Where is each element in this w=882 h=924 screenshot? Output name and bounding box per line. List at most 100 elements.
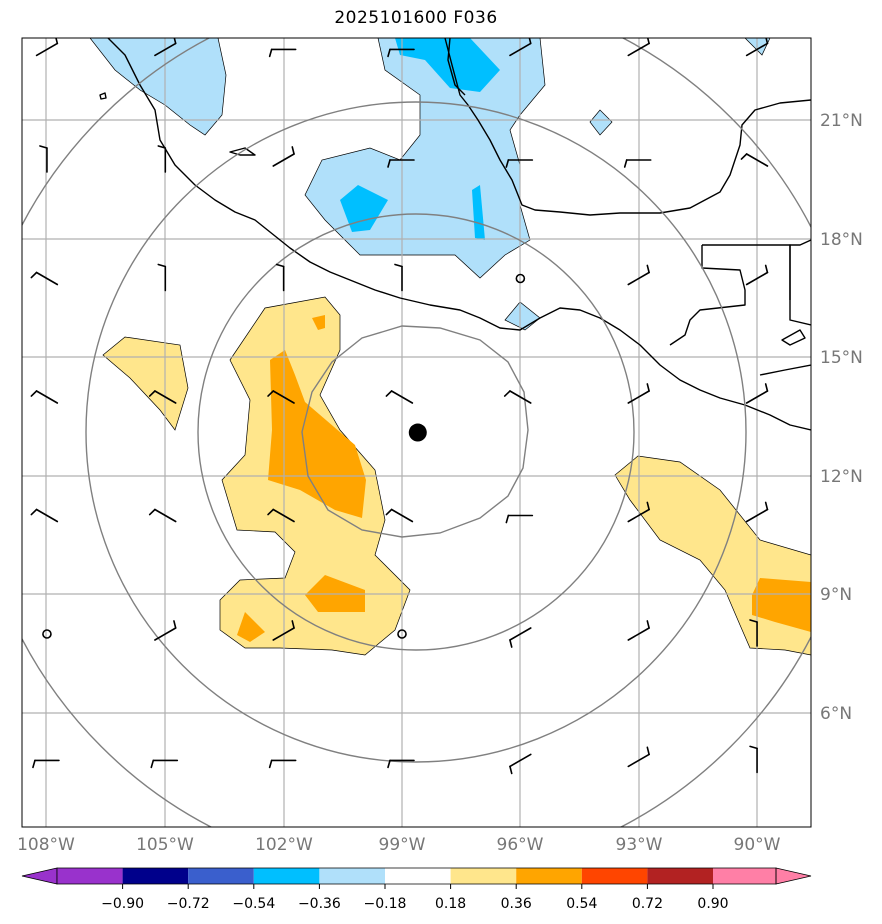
longitude-label: 99°W bbox=[379, 835, 426, 855]
wind-barb bbox=[268, 759, 297, 769]
wind-barb bbox=[39, 145, 48, 173]
wind-barb bbox=[148, 390, 177, 404]
wind-barb bbox=[627, 501, 650, 523]
wind-barb bbox=[30, 271, 59, 286]
colorbar-segment bbox=[647, 868, 713, 884]
wind-barb bbox=[32, 759, 60, 769]
wind-barb bbox=[275, 263, 285, 292]
wind-barb bbox=[623, 159, 652, 168]
colorbar-label: −0.90 bbox=[101, 896, 144, 912]
map-title: 2025101600 F036 bbox=[334, 8, 498, 28]
wind-barb bbox=[627, 264, 650, 286]
latitude-label: 15°N bbox=[820, 348, 863, 368]
storm-center-marker bbox=[408, 423, 427, 442]
wind-barb bbox=[509, 753, 532, 775]
country-border-central-america bbox=[759, 364, 811, 376]
moderate-anomaly-region bbox=[237, 612, 265, 642]
country-border-guatemala bbox=[702, 244, 791, 300]
wind-barb bbox=[627, 620, 650, 641]
colorbar-segment bbox=[713, 868, 776, 884]
colorbar: −0.90 −0.72 −0.54 −0.36 −0.18 0.18 0.36 … bbox=[21, 867, 812, 912]
wind-barb bbox=[740, 153, 769, 167]
island-baja-tip bbox=[229, 147, 256, 156]
anomaly-contours bbox=[89, 38, 811, 656]
coastline-gulf-mexico bbox=[444, 38, 811, 216]
latitude-label: 6°N bbox=[820, 704, 852, 724]
wind-barb bbox=[745, 38, 769, 57]
colorbar-segment bbox=[122, 868, 189, 884]
range-ring-inner bbox=[301, 325, 529, 538]
colorbar-label: −0.54 bbox=[232, 896, 275, 912]
wind-barb bbox=[154, 38, 177, 57]
colorbar-label: 0.90 bbox=[697, 896, 728, 912]
strong-negative-anomaly-region bbox=[395, 38, 500, 92]
wind-barb bbox=[745, 383, 769, 404]
colorbar-label: 0.54 bbox=[566, 896, 597, 912]
wind-barb bbox=[387, 48, 415, 58]
lake-nicaragua bbox=[781, 329, 806, 346]
colorbar-segment bbox=[581, 868, 648, 884]
longitude-label: 90°W bbox=[734, 835, 781, 855]
wind-barb bbox=[35, 38, 59, 57]
wind-barbs bbox=[30, 38, 769, 775]
colorbar-segment bbox=[188, 868, 254, 884]
colorbar-extend-low bbox=[21, 867, 58, 885]
wind-barb bbox=[627, 383, 650, 404]
positive-anomaly-region bbox=[102, 336, 189, 431]
wind-barb bbox=[745, 501, 769, 523]
coastline-yucatan bbox=[789, 239, 811, 326]
wind-barb bbox=[394, 263, 403, 292]
wind-barb bbox=[749, 619, 758, 647]
range-rings bbox=[22, 38, 811, 827]
colorbar-label: 0.18 bbox=[435, 896, 466, 912]
wind-barb bbox=[148, 508, 177, 523]
coastline-gulf-mexico-inlet bbox=[447, 38, 466, 96]
wind-barb bbox=[627, 746, 650, 768]
coastlines bbox=[99, 38, 811, 431]
latitude-label: 9°N bbox=[820, 585, 852, 605]
coastline-pacific-mexico bbox=[107, 38, 811, 431]
calm-wind-marker bbox=[515, 273, 526, 284]
wind-barb bbox=[154, 620, 177, 641]
range-ring-outer bbox=[85, 101, 747, 763]
colorbar-segment bbox=[57, 868, 123, 884]
calm-wind-marker bbox=[42, 629, 52, 639]
strong-negative-anomaly-region bbox=[472, 185, 485, 240]
longitude-label: 96°W bbox=[497, 835, 544, 855]
latitude-label: 18°N bbox=[820, 230, 863, 250]
wind-barb bbox=[268, 48, 297, 58]
wind-barb bbox=[385, 508, 414, 523]
wind-barb bbox=[385, 390, 414, 404]
wind-barb bbox=[272, 146, 295, 167]
moderate-anomaly-region bbox=[312, 315, 325, 330]
negative-anomaly-region bbox=[304, 38, 546, 279]
range-ring-middle bbox=[197, 213, 635, 651]
negative-anomaly-region bbox=[89, 38, 227, 136]
wind-barb bbox=[387, 759, 415, 769]
colorbar-label: −0.18 bbox=[364, 896, 407, 912]
wind-barb bbox=[157, 263, 167, 292]
colorbar-label: −0.72 bbox=[167, 896, 210, 912]
colorbar-segment bbox=[516, 868, 582, 884]
colorbar-segment bbox=[253, 868, 320, 884]
wind-barb bbox=[387, 159, 415, 168]
longitude-label: 105°W bbox=[136, 835, 194, 855]
negative-anomaly-region bbox=[589, 109, 613, 136]
latitude-label: 12°N bbox=[820, 467, 863, 487]
moderate-anomaly-region bbox=[752, 578, 811, 632]
wind-barb bbox=[509, 38, 532, 57]
map-frame bbox=[21, 37, 812, 828]
longitude-axis-labels: 108°W 105°W 102°W 99°W 96°W 93°W 90°W bbox=[17, 835, 781, 855]
country-border-belize bbox=[669, 245, 746, 346]
colorbar-extend-high bbox=[775, 867, 812, 885]
wind-barb bbox=[157, 145, 167, 173]
latitude-axis-labels: 21°N 18°N 15°N 12°N 9°N 6°N bbox=[820, 111, 863, 724]
latitude-label: 21°N bbox=[820, 111, 863, 131]
longitude-label: 108°W bbox=[17, 835, 75, 855]
colorbar-label: 0.72 bbox=[632, 896, 663, 912]
colorbar-outline bbox=[56, 867, 777, 885]
wind-barb bbox=[627, 38, 650, 57]
wind-barb bbox=[505, 159, 534, 168]
longitude-label: 93°W bbox=[616, 835, 663, 855]
